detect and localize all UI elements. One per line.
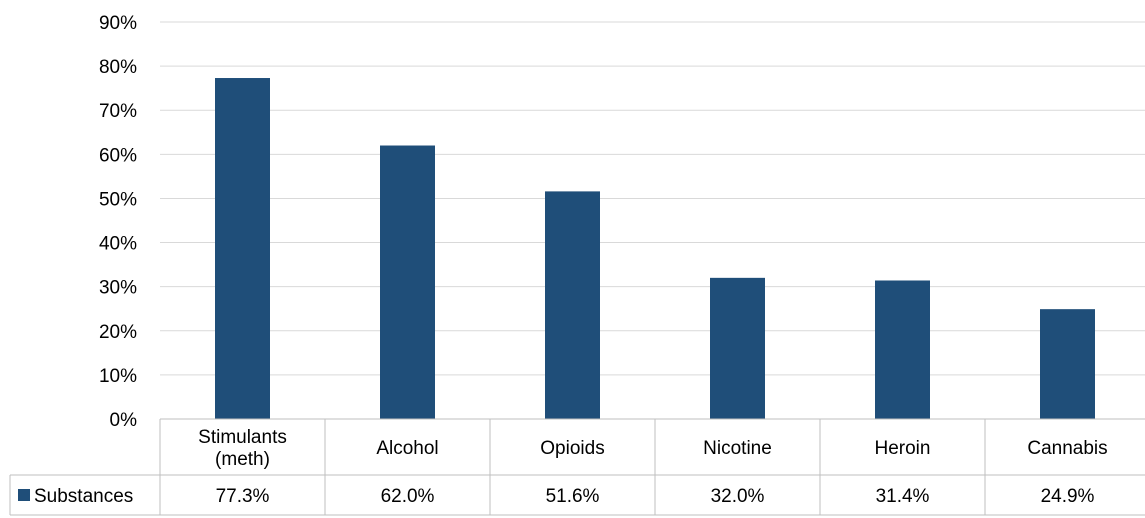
data-table-value: 77.3% — [216, 486, 270, 507]
data-table-value: 51.6% — [546, 486, 600, 507]
y-tick-label: 40% — [99, 234, 137, 255]
category-label: Heroin — [875, 438, 931, 459]
data-table-value: 24.9% — [1041, 486, 1095, 507]
category-label: Opioids — [540, 438, 604, 459]
y-tick-label: 10% — [99, 366, 137, 387]
legend-series-name: Substances — [34, 486, 133, 507]
bar — [545, 191, 600, 419]
data-table-value: 31.4% — [876, 486, 930, 507]
category-label: Nicotine — [703, 438, 772, 459]
category-label: Cannabis — [1027, 438, 1107, 459]
legend-swatch — [18, 489, 30, 501]
data-table-value: 62.0% — [381, 486, 435, 507]
y-tick-label: 80% — [99, 57, 137, 78]
bar — [875, 280, 930, 419]
y-tick-label: 60% — [99, 145, 137, 166]
category-label: Stimulants (meth) — [198, 427, 287, 470]
y-tick-label: 30% — [99, 278, 137, 299]
bar — [710, 277, 765, 419]
y-tick-label: 50% — [99, 189, 137, 210]
y-tick-label: 90% — [99, 13, 137, 34]
data-table-value: 32.0% — [711, 486, 765, 507]
y-tick-label: 70% — [99, 101, 137, 122]
bar — [1040, 309, 1095, 419]
bar — [215, 78, 270, 419]
y-tick-label: 20% — [99, 322, 137, 343]
category-label: Alcohol — [376, 438, 438, 459]
bar — [380, 145, 435, 419]
y-tick-label: 0% — [110, 410, 138, 431]
